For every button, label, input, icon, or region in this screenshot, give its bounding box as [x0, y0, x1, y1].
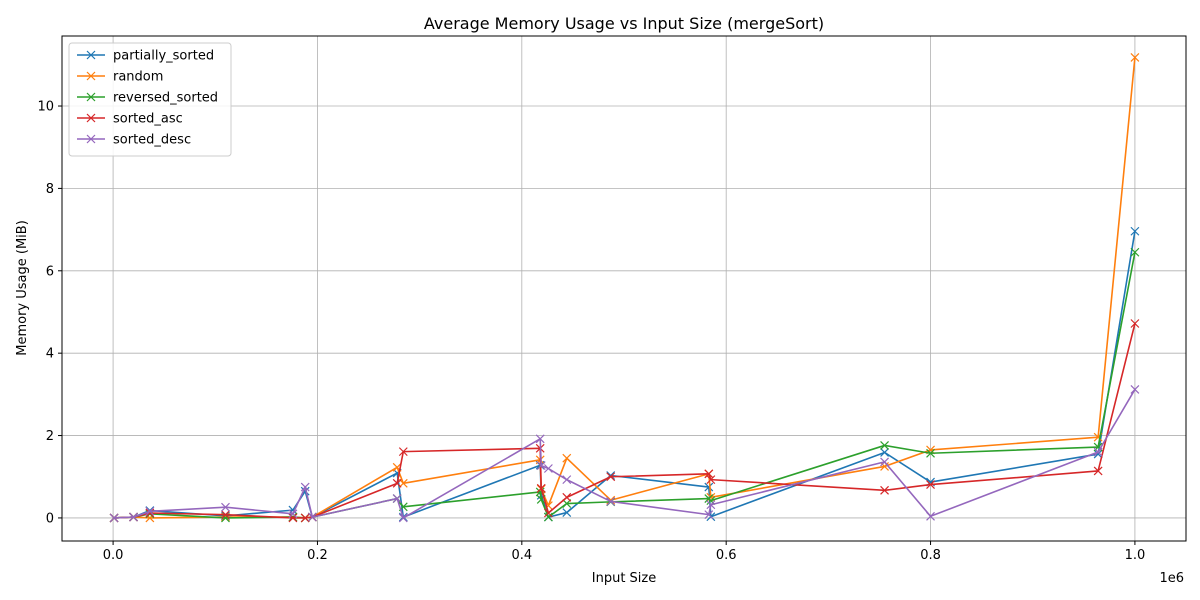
data-point: [706, 500, 716, 510]
data-point: [880, 457, 889, 467]
data-point: [300, 513, 310, 523]
legend-item: sorted_desc: [77, 133, 191, 148]
data-point: [1130, 319, 1140, 328]
data-point: [704, 510, 714, 520]
data-point: [145, 506, 155, 516]
data-point: [926, 480, 935, 489]
data-point: [398, 513, 408, 523]
data-point: [145, 508, 155, 518]
legend-label: random: [113, 70, 163, 85]
data-point: [880, 441, 889, 450]
legend-marker: [86, 113, 96, 123]
series-line: [114, 252, 1136, 519]
x-tick-label: 0.2: [307, 548, 328, 563]
data-point: [288, 513, 298, 523]
data-point: [307, 512, 317, 522]
legend-box: [68, 42, 232, 157]
data-point: [606, 497, 616, 506]
data-point: [300, 482, 310, 492]
data-point: [926, 511, 935, 521]
data-point: [288, 509, 298, 519]
legend-item: reversed_sorted: [77, 91, 218, 106]
data-point: [562, 492, 572, 502]
x-tick-label: 0.4: [511, 548, 532, 563]
data-point: [880, 485, 889, 495]
data-point: [1130, 384, 1140, 394]
data-point: [562, 508, 572, 518]
legend-item: sorted_asc: [77, 112, 183, 127]
data-point: [543, 508, 553, 518]
series-line: [114, 389, 1136, 519]
data-point: [706, 475, 716, 485]
data-point: [221, 502, 230, 512]
y-tick-label: 8: [46, 182, 54, 197]
x-tick-label: 1.0: [1125, 548, 1146, 563]
data-point: [129, 512, 138, 522]
data-point: [535, 434, 545, 444]
legend-marker: [86, 50, 96, 60]
x-axis-offset-label: 1e6: [1159, 571, 1184, 586]
data-point: [704, 469, 714, 479]
y-tick-label: 2: [46, 429, 54, 444]
y-tick-label: 0: [46, 511, 54, 526]
data-point: [221, 510, 230, 520]
legend-label: sorted_desc: [113, 133, 191, 148]
legend-label: sorted_asc: [113, 112, 183, 127]
data-point: [1130, 226, 1140, 236]
legend-item: random: [77, 70, 163, 85]
data-point: [926, 448, 935, 458]
data-point: [562, 453, 572, 463]
legend-marker: [86, 71, 96, 81]
grid: [62, 36, 1186, 541]
y-tick-label: 10: [37, 100, 54, 115]
x-tick-label: 0.0: [103, 548, 124, 563]
data-point: [606, 495, 616, 505]
data-point: [392, 494, 402, 503]
data-point: [1093, 449, 1103, 459]
x-axis-label: Input Size: [592, 571, 656, 586]
legend-marker: [86, 134, 96, 144]
y-tick-label: 6: [46, 264, 54, 279]
data-point: [543, 512, 553, 522]
series-layer: [109, 52, 1140, 523]
x-tick-label: 0.8: [920, 548, 941, 563]
data-point: [392, 478, 402, 488]
chart-title: Average Memory Usage vs Input Size (merg…: [424, 14, 824, 33]
data-point: [880, 448, 889, 457]
data-point: [536, 483, 546, 493]
legend-label: partially_sorted: [113, 49, 214, 64]
data-point: [1130, 52, 1140, 62]
y-axis-label: Memory Usage (MiB): [15, 220, 30, 356]
legend-item: partially_sorted: [77, 49, 214, 64]
legend-marker: [86, 92, 96, 102]
data-point: [536, 461, 546, 471]
x-tick-label: 0.6: [716, 548, 737, 563]
y-tick-label: 4: [46, 347, 54, 362]
axes: 0.0 0.2 0.4 0.6 0.8 1.0 0 2 4 6 8 10: [37, 100, 1145, 563]
data-point: [704, 482, 714, 492]
series-line: [114, 323, 1136, 519]
legend-label: reversed_sorted: [113, 91, 218, 106]
data-point: [1093, 466, 1103, 476]
series-sorted-desc: [109, 384, 1140, 523]
data-point: [1093, 447, 1103, 457]
data-point: [562, 475, 572, 485]
data-point: [606, 472, 616, 482]
plot-frame: [61, 35, 1187, 542]
data-point: [1130, 247, 1140, 257]
data-point: [109, 513, 119, 523]
data-point: [398, 447, 408, 457]
data-point: [543, 464, 553, 473]
